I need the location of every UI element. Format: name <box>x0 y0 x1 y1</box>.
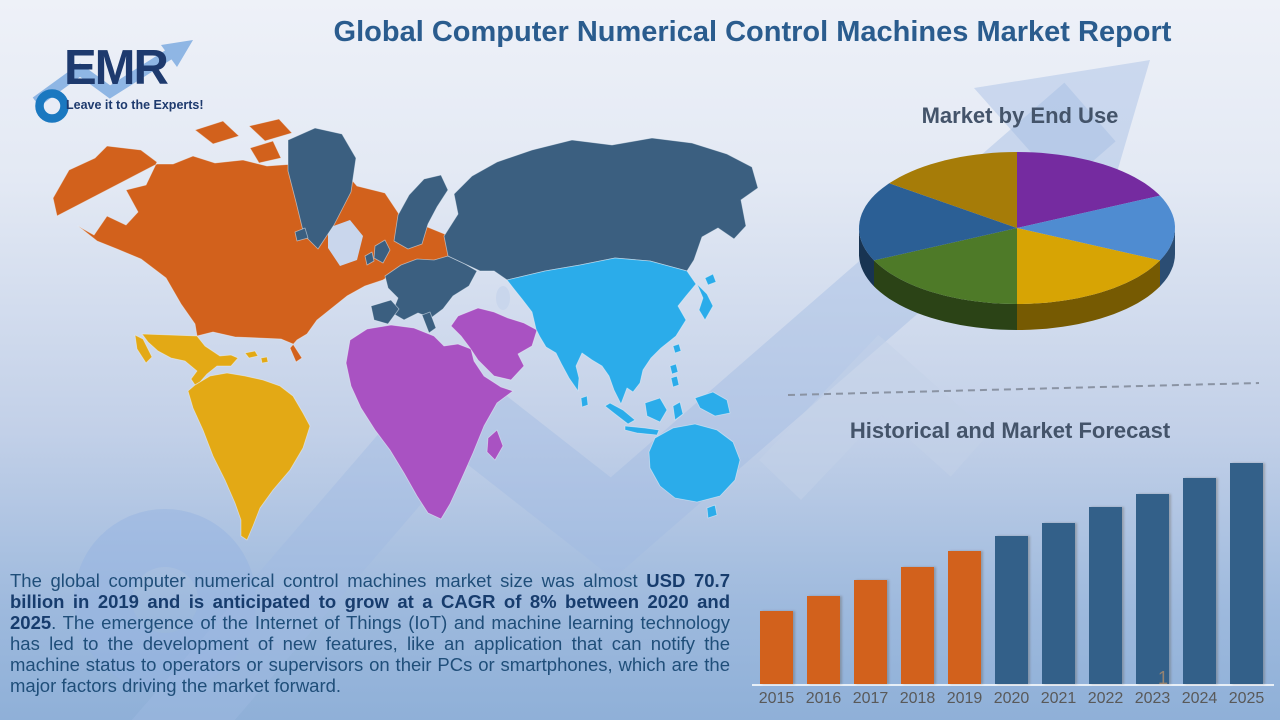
bar-year-label: 2017 <box>852 690 889 707</box>
bar-year-label: 2021 <box>1040 690 1077 707</box>
map-caspian-sea <box>496 286 510 310</box>
map-region-africa-middle-east <box>345 307 538 520</box>
logo-arrow-icon <box>32 45 179 107</box>
logo-tagline: Leave it to the Experts! <box>66 98 204 112</box>
map-region-latin-america <box>134 333 311 541</box>
bar-chart-bars <box>752 462 1274 684</box>
emr-logo: EMR Leave it to the Experts! <box>28 40 263 128</box>
bar-year-label: 2020 <box>993 690 1030 707</box>
bar-2017 <box>854 580 887 684</box>
pie-slice-9 <box>889 152 1017 228</box>
bar-year-label: 2016 <box>805 690 842 707</box>
pie-slice-0 <box>1160 228 1175 287</box>
bar-2024 <box>1183 478 1216 684</box>
pie-slice-3 <box>859 228 874 287</box>
bar-year-label: 2024 <box>1181 690 1218 707</box>
map-region-asia-pacific <box>506 257 741 519</box>
bar-year-label: 2018 <box>899 690 936 707</box>
page-number: 1 <box>1158 668 1169 688</box>
pie-slice-4 <box>1017 152 1160 228</box>
description-text-start: The global computer numerical control ma… <box>10 570 647 591</box>
map-region-north-america <box>52 118 477 363</box>
description-text-end: . The emergence of the Internet of Thing… <box>10 612 730 696</box>
dashed-divider <box>787 382 1260 396</box>
pie-slice-8 <box>859 183 1017 261</box>
bar-2023 <box>1136 494 1169 684</box>
bar-2015 <box>760 611 793 684</box>
pie-slice-2 <box>874 260 1017 330</box>
pie-slice-6 <box>1017 228 1160 304</box>
page-title: Global Computer Numerical Control Machin… <box>333 16 1172 48</box>
bar-2025 <box>1230 463 1263 684</box>
bar-chart-axis-line <box>752 684 1274 686</box>
market-description: The global computer numerical control ma… <box>10 570 730 696</box>
bar-year-label: 2019 <box>946 690 983 707</box>
logo-ring-icon <box>35 89 69 123</box>
bar-2016 <box>807 596 840 684</box>
logo-arrowhead-icon <box>161 40 193 67</box>
pie-slice-7 <box>874 228 1017 304</box>
world-map <box>52 118 759 541</box>
bar-year-label: 2025 <box>1228 690 1265 707</box>
bar-year-label: 2022 <box>1087 690 1124 707</box>
pie-chart-title: Market by End Use <box>921 103 1119 128</box>
bar-chart-year-labels: 2015 2016 2017 2018 2019 2020 2021 2022 2023 2024… <box>752 690 1274 708</box>
bar-chart-title: Historical and Market Forecast <box>849 418 1171 443</box>
pie-slice-1 <box>1017 260 1160 330</box>
bar-2018 <box>901 567 934 684</box>
map-region-greenland-europe-russia <box>287 127 759 334</box>
bar-2022 <box>1089 507 1122 684</box>
bar-2021 <box>1042 523 1075 684</box>
bar-year-label: 2023 <box>1134 690 1171 707</box>
bar-year-label: 2015 <box>758 690 795 707</box>
logo-text: EMR <box>64 41 169 95</box>
bar-chart: 2015 2016 2017 2018 2019 2020 2021 2022 2023 2024… <box>752 462 1274 708</box>
pie-chart <box>859 152 1175 330</box>
bar-2020 <box>995 536 1028 684</box>
pie-slice-5 <box>1017 195 1175 261</box>
bar-2019 <box>948 551 981 684</box>
map-hudson-bay <box>328 220 363 266</box>
